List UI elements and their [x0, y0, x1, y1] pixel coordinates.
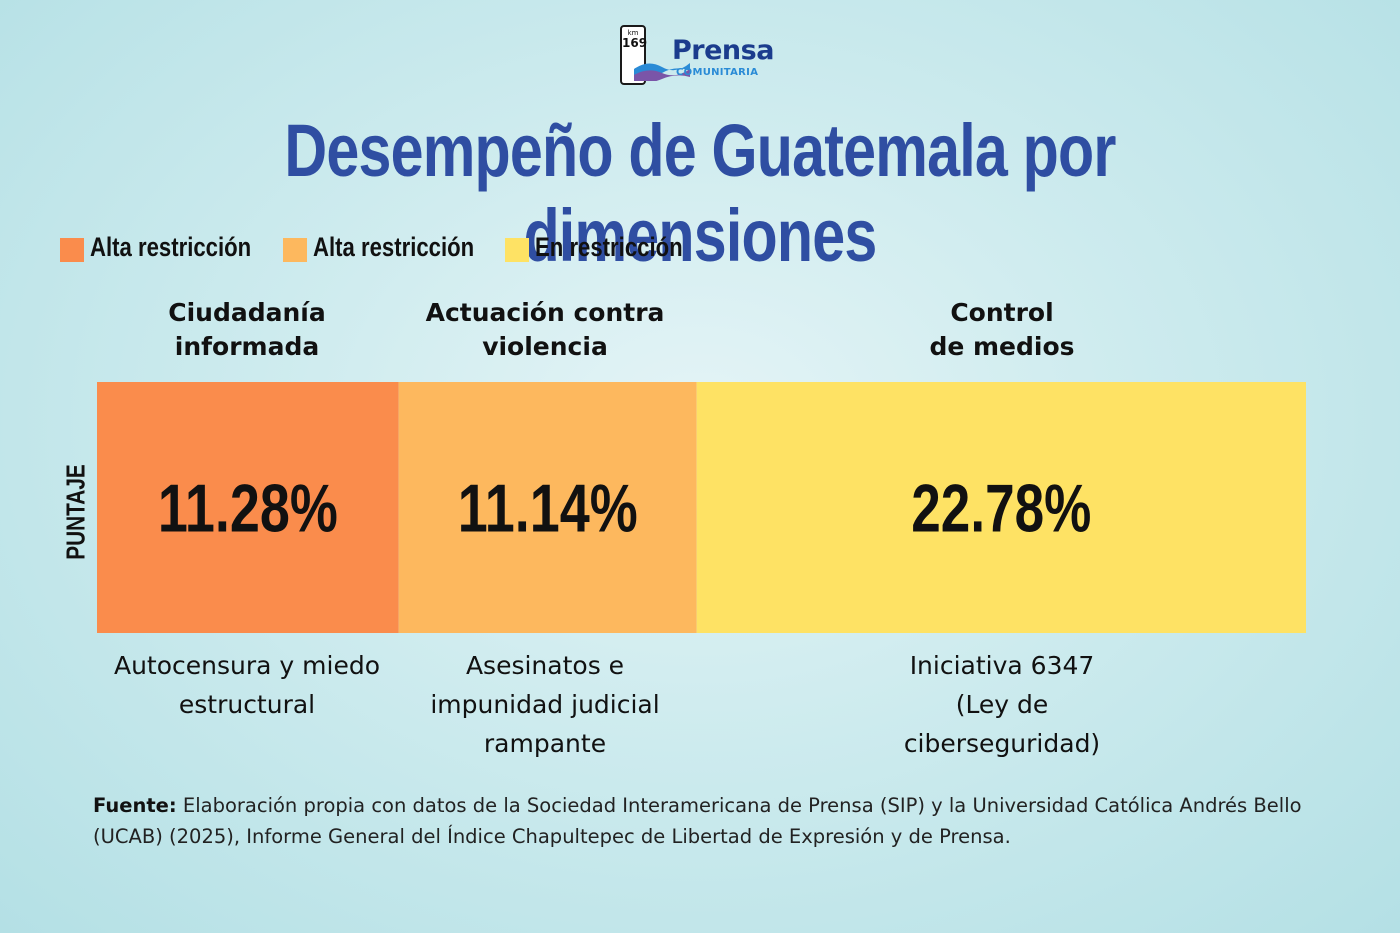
description-line: Asesinatos e — [465, 651, 625, 680]
legend-swatch — [505, 238, 529, 262]
column-header-line: Ciudadanía — [168, 298, 326, 327]
column-header-line: Control — [950, 298, 1054, 327]
description-line: estructural — [178, 690, 316, 719]
value-label: 11.28% — [158, 471, 338, 547]
logo-name: Prensa — [672, 35, 774, 66]
source-label: Fuente: — [93, 794, 177, 817]
page-title: Desempeño de Guatemala por dimensiones — [284, 109, 1116, 277]
column-header-line: Actuación contra — [425, 298, 665, 327]
description-line: ciberseguridad) — [903, 729, 1101, 758]
value-label: 22.78% — [911, 471, 1091, 547]
waves-icon — [634, 63, 690, 81]
column-header-line: violencia — [482, 332, 608, 361]
description-line: Autocensura y miedo — [113, 651, 380, 680]
description-line: impunidad judicial — [430, 690, 660, 719]
column-description: Asesinatos e impunidad judicial rampante — [395, 646, 695, 763]
logo-sign-number: 169 — [622, 36, 648, 50]
description-line: Iniciativa 6347 — [909, 651, 1095, 680]
source-text: Elaboración propia con datos de la Socie… — [93, 794, 1302, 848]
description-line: (Ley de — [955, 690, 1049, 719]
bar-segment — [398, 382, 697, 633]
column-header: Ciudadanía informada — [97, 296, 397, 364]
prensa-comunitaria-logo: km 169 Prensa COMUNITARIA — [620, 25, 790, 89]
logo-sign-km: km — [627, 29, 639, 37]
value-label: 11.14% — [458, 471, 638, 547]
bar-segment — [696, 382, 1306, 633]
legend-swatch — [60, 238, 84, 262]
legend-swatch — [283, 238, 307, 262]
logo-subtitle: COMUNITARIA — [676, 67, 759, 78]
column-description: Autocensura y miedo estructural — [97, 646, 397, 724]
description-line: rampante — [483, 729, 607, 758]
column-header: Control de medios — [852, 296, 1152, 364]
legend-label: En restricción — [535, 232, 683, 262]
legend-label: Alta restricción — [90, 232, 252, 262]
column-header-line: informada — [174, 332, 320, 361]
column-header: Actuación contra violencia — [395, 296, 695, 364]
source-note: Fuente: Elaboración propia con datos de … — [93, 790, 1333, 852]
legend-label: Alta restricción — [313, 232, 475, 262]
km-sign-icon: km 169 — [620, 25, 648, 85]
column-description: Iniciativa 6347 (Ley de ciberseguridad) — [852, 646, 1152, 763]
bar-segment — [97, 382, 399, 633]
column-header-line: de medios — [929, 332, 1075, 361]
